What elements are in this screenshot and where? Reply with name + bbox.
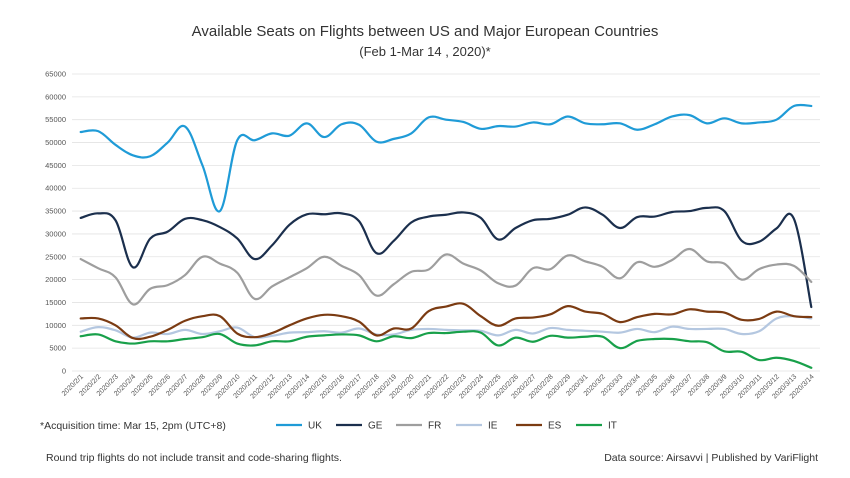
y-tick-label: 5000 — [49, 344, 66, 353]
y-tick-label: 60000 — [45, 92, 66, 101]
series-line-ie — [79, 315, 813, 339]
y-tick-label: 65000 — [45, 70, 66, 79]
chart-subtitle: (Feb 1-Mar 14 , 2020)* — [359, 44, 491, 59]
y-tick-label: 40000 — [45, 184, 66, 193]
x-axis-ticks: 2020/2/12020/2/22020/2/32020/2/42020/2/5… — [61, 373, 816, 400]
y-tick-label: 45000 — [45, 161, 66, 170]
legend-label-ie: IE — [488, 421, 498, 432]
legend-label-ge: GE — [368, 421, 383, 432]
series-line-uk — [79, 103, 813, 213]
y-tick-label: 15000 — [45, 298, 66, 307]
legend: UK GE FR IE ES IT — [276, 421, 617, 432]
footer-note: Round trip flights do not include transi… — [46, 452, 342, 464]
series-line-fr — [79, 247, 813, 306]
grid-lines — [72, 73, 820, 372]
y-tick-label: 10000 — [45, 321, 66, 330]
y-tick-label: 35000 — [45, 207, 66, 216]
y-tick-label: 0 — [62, 367, 66, 376]
legend-label-es: ES — [548, 421, 562, 432]
legend-label-fr: FR — [428, 421, 441, 432]
y-axis-ticks: 0 5000 10000 15000 20000 25000 30000 35000 40000… — [45, 70, 66, 376]
y-tick-label: 55000 — [45, 115, 66, 124]
y-tick-label: 20000 — [45, 275, 66, 284]
legend-label-uk: UK — [308, 421, 322, 432]
data-source: Data source: Airsavvi | Published by Var… — [604, 452, 818, 464]
legend-label-it: IT — [608, 421, 617, 432]
chart-title: Available Seats on Flights between US an… — [192, 23, 659, 40]
series-line-es — [79, 302, 813, 341]
series-line-ge — [79, 206, 813, 309]
series-lines — [79, 103, 813, 369]
y-tick-label: 30000 — [45, 229, 66, 238]
y-tick-label: 50000 — [45, 138, 66, 147]
y-tick-label: 25000 — [45, 252, 66, 261]
acquisition-note: *Acquisition time: Mar 15, 2pm (UTC+8) — [40, 420, 226, 432]
series-line-it — [79, 330, 813, 369]
